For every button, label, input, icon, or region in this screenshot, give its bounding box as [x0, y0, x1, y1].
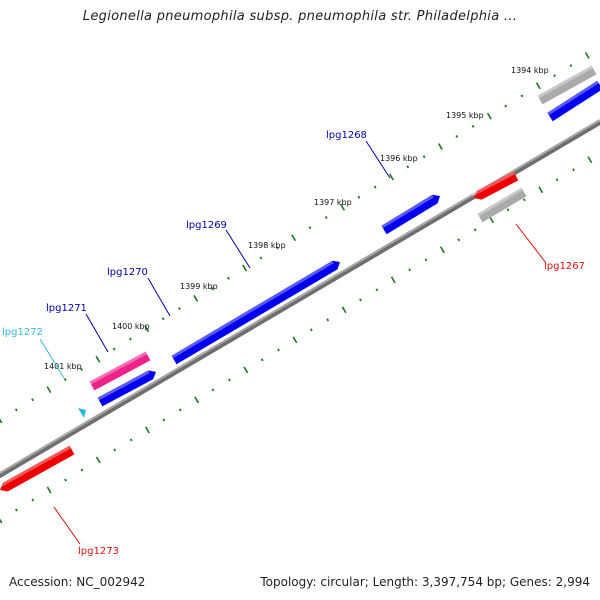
- gene-feature-lpg1273[interactable]: [0, 445, 75, 492]
- gene-label-lpg1270[interactable]: lpg1270: [107, 267, 171, 317]
- tick-rows: [0, 52, 593, 524]
- kbp-label: 1399 kbp: [180, 282, 218, 291]
- kbp-label: 1397 kbp: [314, 198, 352, 207]
- gene-name: lpg1270: [107, 267, 148, 278]
- gene-feature-lpg1271-rna[interactable]: [89, 351, 151, 391]
- gene-feature-lpg1271[interactable]: [97, 370, 156, 407]
- gene-name: lpg1273: [78, 546, 119, 557]
- gene-label-lpg1268[interactable]: lpg1268: [326, 130, 391, 179]
- gene-feature-lpg1269[interactable]: [171, 260, 341, 365]
- kbp-label: 1394 kbp: [511, 66, 549, 75]
- kbp-label: 1396 kbp: [380, 154, 418, 163]
- kbp-label: 1398 kbp: [248, 241, 286, 250]
- kbp-label: 1401 kbp: [44, 362, 82, 371]
- gene-name: lpg1269: [186, 220, 227, 231]
- gene-label-lpg1267[interactable]: lpg1267: [515, 223, 585, 272]
- gene-label-lpg1273[interactable]: lpg1273: [53, 506, 119, 557]
- gene-name: lpg1272: [2, 327, 43, 338]
- gene-name: lpg1268: [326, 130, 367, 141]
- accession-label: Accession: NC_002942: [9, 575, 146, 589]
- gene-feature-lpg1268[interactable]: [381, 194, 440, 235]
- gene-feature-lpg1266[interactable]: [547, 80, 600, 122]
- tick-row-upper: [0, 52, 590, 424]
- gene-label-lpg1272[interactable]: lpg1272: [2, 327, 65, 379]
- gene-label-lpg1271[interactable]: lpg1271: [46, 303, 109, 353]
- gene-feature-lpg1272[interactable]: [78, 408, 86, 418]
- gene-feature-grey-top[interactable]: [537, 65, 597, 105]
- tick-row-lower: [0, 156, 593, 524]
- gene-feature-grey-lpg1267[interactable]: [477, 187, 527, 223]
- map-title: Legionella pneumophila subsp. pneumophil…: [82, 9, 518, 24]
- gene-label-lpg1269[interactable]: lpg1269: [186, 220, 251, 269]
- gene-name: lpg1267: [544, 261, 585, 272]
- kbp-label: 1400 kbp: [112, 322, 150, 331]
- gene-feature-lpg1267[interactable]: [471, 171, 519, 200]
- genome-summary: Topology: circular; Length: 3,397,754 bp…: [260, 575, 590, 589]
- gene-name: lpg1271: [46, 303, 87, 314]
- kbp-label: 1395 kbp: [446, 111, 484, 120]
